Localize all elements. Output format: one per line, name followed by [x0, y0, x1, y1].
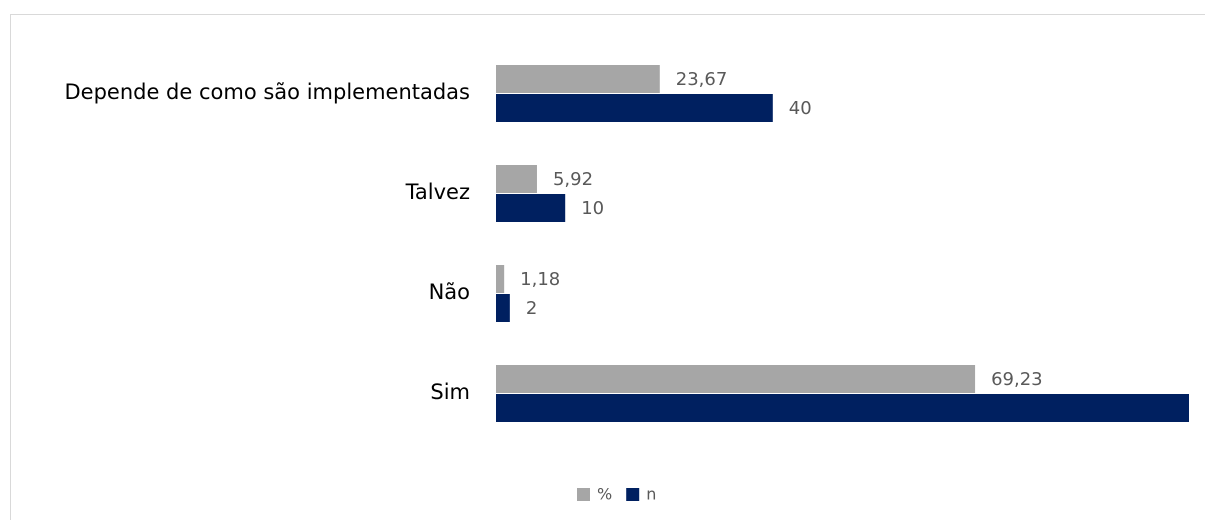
data-label: 2 [526, 298, 537, 319]
bar [496, 194, 566, 222]
bar [496, 165, 537, 193]
data-label: 23,67 [676, 69, 728, 90]
category-label: Talvez [405, 180, 470, 204]
category-label: Sim [430, 380, 470, 404]
legend-label: n [646, 485, 656, 504]
data-label: 69,23 [991, 369, 1043, 390]
category-label: Depende de como são implementadas [64, 80, 470, 104]
legend-swatch [577, 488, 590, 501]
plot-area [496, 65, 1189, 422]
chart-border [10, 14, 1205, 520]
category-label: Não [429, 280, 470, 304]
legend-label: % [597, 485, 612, 504]
data-label: 5,92 [553, 169, 593, 190]
legend-swatch [626, 488, 640, 501]
bar [496, 65, 660, 93]
data-label: 40 [789, 98, 812, 119]
bar [496, 294, 510, 322]
bar [496, 94, 773, 122]
data-label: 10 [581, 198, 604, 219]
bar [496, 365, 976, 393]
data-label: 1,18 [520, 269, 560, 290]
bar [496, 394, 1189, 422]
bar [496, 265, 505, 293]
